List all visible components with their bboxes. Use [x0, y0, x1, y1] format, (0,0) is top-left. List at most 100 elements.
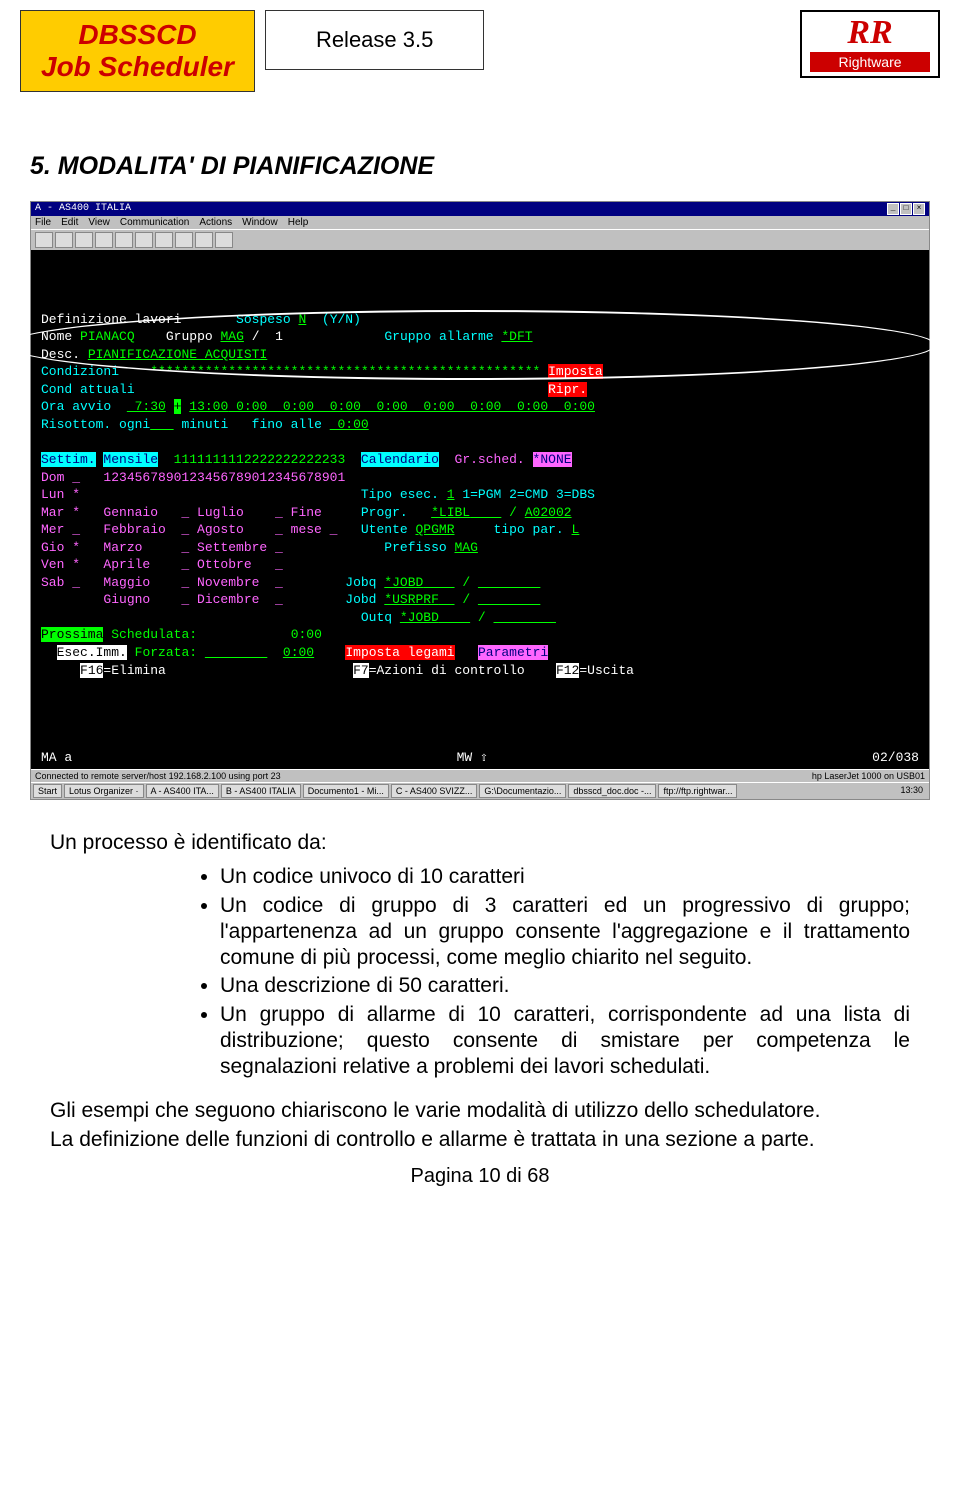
section-title: 5. MODALITA' DI PIANIFICAZIONE — [0, 92, 960, 201]
schedulata-label: Schedulata: — [111, 627, 197, 642]
desc-label: Desc. — [41, 347, 80, 362]
tipo-esec-value[interactable]: 1 — [447, 487, 455, 502]
desc-value[interactable]: PIANIFICAZIONE ACQUISTI — [88, 347, 267, 362]
toolbar-icon[interactable] — [35, 232, 53, 248]
condizioni-label: Condizioni — [41, 364, 119, 379]
menu-file[interactable]: File — [35, 217, 51, 228]
toolbar-icon[interactable] — [175, 232, 193, 248]
toolbar-icon[interactable] — [215, 232, 233, 248]
close-icon[interactable]: × — [913, 203, 925, 215]
ven-row: Ven * Aprile _ Ottobre _ — [41, 557, 283, 572]
menu-edit[interactable]: Edit — [61, 217, 78, 228]
schedulata-value: 0:00 — [291, 627, 322, 642]
risottom-label: Risottom. ogni — [41, 417, 150, 432]
release-text: Release 3.5 — [316, 27, 433, 52]
toolbar-icon[interactable] — [135, 232, 153, 248]
menu-view[interactable]: View — [88, 217, 110, 228]
menu-help[interactable]: Help — [288, 217, 309, 228]
taskbar-item[interactable]: C - AS400 SVIZZ... — [391, 784, 478, 798]
ora-2[interactable]: 13:00 — [189, 399, 228, 414]
toolbar-icon[interactable] — [55, 232, 73, 248]
window-title: A - AS400 ITALIA — [35, 203, 131, 215]
start-button[interactable]: Start — [33, 784, 62, 798]
logo-rr: RR — [810, 16, 930, 50]
menu-communication[interactable]: Communication — [120, 217, 189, 228]
f7-key[interactable]: F7 — [353, 663, 369, 678]
gruppo-allarme-label: Gruppo allarme — [384, 329, 493, 344]
product-box: DBSSCD Job Scheduler — [20, 10, 255, 92]
settim-band: Settim. — [41, 452, 96, 467]
ora-1[interactable]: 7:30 — [127, 399, 166, 414]
status-right: 02/038 — [872, 750, 919, 765]
nome-label: Nome — [41, 329, 72, 344]
taskbar-item[interactable]: G:\Documentazio... — [479, 784, 566, 798]
terminal-statusbar: MA a MW ⇧ 02/038 — [31, 750, 929, 769]
utente-value[interactable]: QPGMR — [415, 522, 454, 537]
outq-value[interactable]: *JOBD — [400, 610, 439, 625]
toolbar-icon[interactable] — [115, 232, 133, 248]
toolbar-icon[interactable] — [155, 232, 173, 248]
condizioni-value: ****************************************… — [150, 364, 540, 379]
taskbar-item[interactable]: Lotus Organizer · — [64, 784, 144, 798]
gio-row: Gio * Marzo _ Settembre _ — [41, 540, 283, 555]
gruppo-value[interactable]: MAG — [220, 329, 243, 344]
esec-imm-band: Esec.Imm. — [57, 645, 127, 660]
jobq-value[interactable]: *JOBD — [384, 575, 423, 590]
maximize-icon[interactable]: □ — [900, 203, 912, 215]
imposta-legami-button[interactable]: Imposta legami — [345, 645, 454, 660]
intro-text: Un processo è identificato da: — [50, 830, 910, 856]
progr-lib[interactable]: *LIBL — [431, 505, 470, 520]
imposta-button[interactable]: Imposta — [548, 364, 603, 379]
ripr-button[interactable]: Ripr. — [548, 382, 587, 397]
toolbar-icon[interactable] — [95, 232, 113, 248]
f16-key[interactable]: F16 — [80, 663, 103, 678]
tipopar-value[interactable]: L — [572, 522, 580, 537]
def-lavori-label: Definizione lavori — [41, 312, 181, 327]
titlebar: A - AS400 ITALIA _ □ × — [31, 202, 929, 216]
prefisso-label: Prefisso — [384, 540, 446, 555]
forzata-value[interactable]: 0:00 — [283, 645, 314, 660]
jobq-label: Jobq — [345, 575, 376, 590]
grsched-label: Gr.sched. — [455, 452, 525, 467]
grsched-value[interactable]: *NONE — [533, 452, 572, 467]
menu-actions[interactable]: Actions — [199, 217, 232, 228]
sospeso-hint: (Y/N) — [322, 312, 361, 327]
conn-status: Connected to remote server/host 192.168.… — [35, 771, 281, 781]
status-left: MA a — [41, 750, 72, 765]
toolbar-icon[interactable] — [195, 232, 213, 248]
terminal-window: A - AS400 ITALIA _ □ × File Edit View Co… — [30, 201, 930, 800]
window-buttons: _ □ × — [887, 203, 925, 215]
minuti-label: minuti — [181, 417, 228, 432]
menubar: File Edit View Communication Actions Win… — [31, 216, 929, 229]
progr-value[interactable]: A02002 — [525, 505, 572, 520]
ora-zeros[interactable]: 0:00 0:00 0:00 0:00 0:00 0:00 0:00 0:00 — [228, 399, 595, 414]
logo-sub: Rightware — [810, 52, 930, 72]
release-box: Release 3.5 — [265, 10, 484, 70]
giu-row: Giugno _ Dicembre _ — [41, 592, 283, 607]
taskbar-item[interactable]: dbsscd_doc.doc -... — [568, 784, 656, 798]
jobd-label: Jobd — [345, 592, 376, 607]
prefisso-value[interactable]: MAG — [455, 540, 478, 555]
taskbar-item[interactable]: Documento1 - Mi... — [303, 784, 389, 798]
taskbar-item[interactable]: B - AS400 ITALIA — [221, 784, 301, 798]
window-statusbar: Connected to remote server/host 192.168.… — [31, 769, 929, 782]
jobd-value[interactable]: *USRPRF — [384, 592, 439, 607]
f12-key[interactable]: F12 — [556, 663, 579, 678]
taskbar-item[interactable]: A - AS400 ITA... — [146, 784, 219, 798]
ora-avvio-label: Ora avvio — [41, 399, 111, 414]
band-nums: 1111111112222222222233 — [174, 452, 346, 467]
gruppo-allarme-value[interactable]: *DFT — [501, 329, 532, 344]
forzata-label: Forzata: — [135, 645, 197, 660]
gruppo-label: Gruppo — [166, 329, 213, 344]
toolbar-icon[interactable] — [75, 232, 93, 248]
toolbar — [31, 229, 929, 250]
taskbar-item[interactable]: ftp://ftp.rightwar... — [658, 784, 737, 798]
list-item: Un codice univoco di 10 caratteri — [220, 864, 910, 890]
gruppo-slashnum: / 1 — [252, 329, 283, 344]
fino-alle-value[interactable]: 0:00 — [330, 417, 369, 432]
minimize-icon[interactable]: _ — [887, 203, 899, 215]
list-item: Un codice di gruppo di 3 caratteri ed un… — [220, 893, 910, 972]
parametri-button[interactable]: Parametri — [478, 645, 548, 660]
menu-window[interactable]: Window — [242, 217, 278, 228]
para-1: Gli esempi che seguono chiariscono le va… — [50, 1098, 910, 1124]
